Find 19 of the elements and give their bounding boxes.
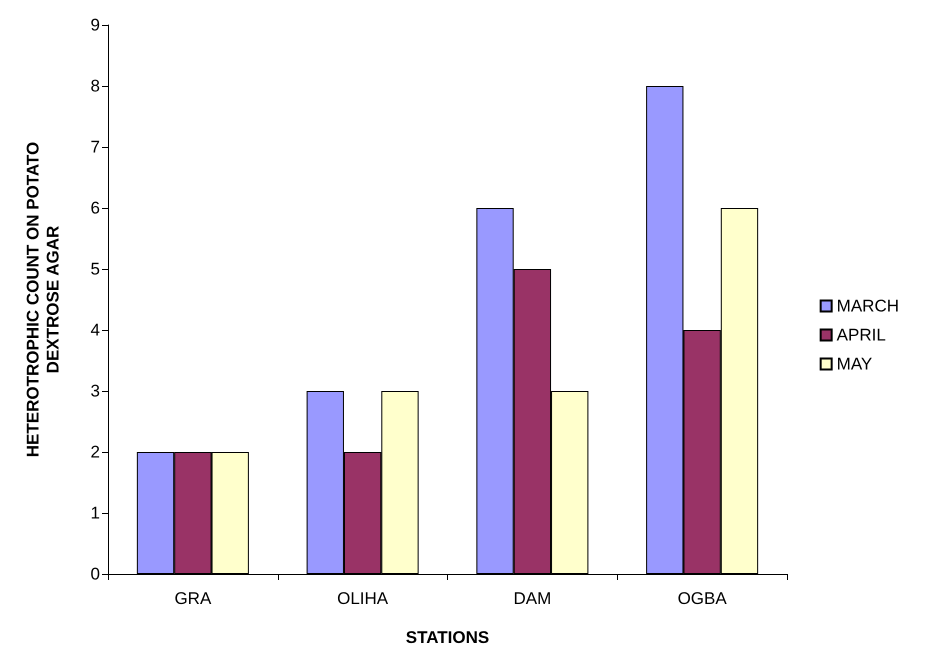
x-tick-label: GRA bbox=[174, 589, 212, 608]
legend-label: MAY bbox=[836, 354, 872, 374]
y-tick-label: 0 bbox=[90, 564, 100, 584]
x-tick-label: OGBA bbox=[678, 589, 728, 608]
x-axis-title: STATIONS bbox=[406, 628, 490, 647]
x-tick-label: DAM bbox=[513, 589, 552, 608]
y-tick-label: 1 bbox=[90, 504, 100, 522]
legend-label: APRIL bbox=[836, 326, 886, 344]
legend-label: MARCH bbox=[836, 296, 900, 316]
y-tick-label: 4 bbox=[90, 320, 100, 340]
y-tick-label: 9 bbox=[90, 16, 100, 34]
y-tick-label: 7 bbox=[90, 138, 100, 156]
x-tick-label: OLIHA bbox=[337, 589, 389, 608]
y-tick-label: 8 bbox=[90, 76, 100, 96]
y-axis-title: HETEROTROPHIC COUNT ON POTATO DEXTROSE AGAR bbox=[24, 142, 62, 458]
y-tick-label: 2 bbox=[90, 442, 100, 462]
y-tick-label: 3 bbox=[90, 382, 100, 400]
y-tick-label: 6 bbox=[90, 198, 100, 218]
y-tick-label: 5 bbox=[90, 260, 100, 278]
